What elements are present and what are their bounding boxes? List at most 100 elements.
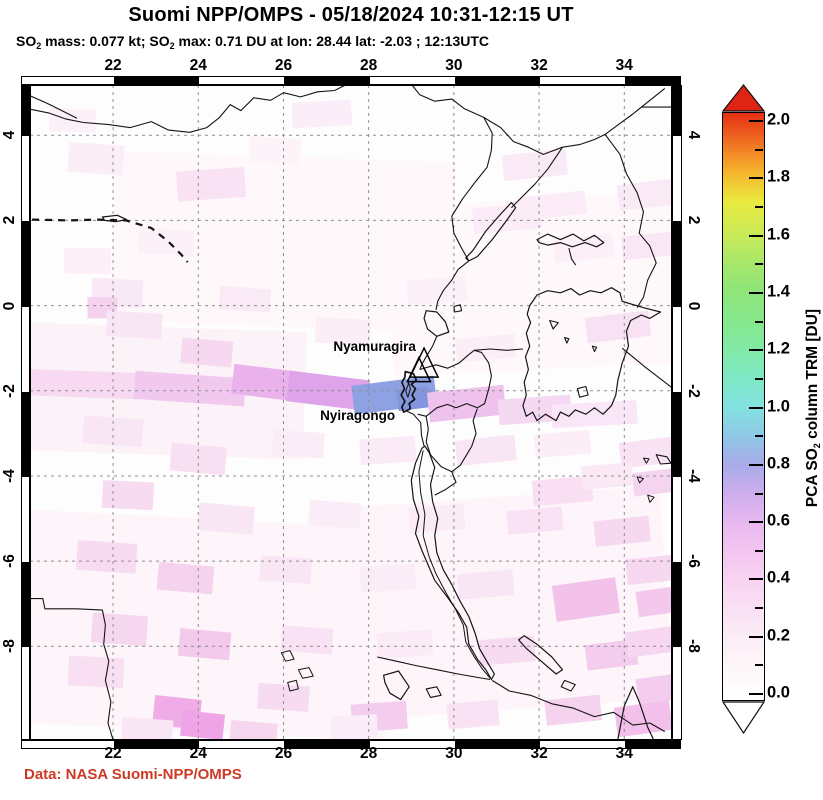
so2-footprint (308, 499, 361, 529)
colorbar-tick (749, 234, 763, 237)
neatline-segment (369, 77, 455, 84)
so2-footprint (359, 563, 417, 593)
geo-outline (101, 214, 128, 223)
colorbar-tick-label: 1.0 (767, 397, 790, 415)
geo-outline (453, 304, 463, 313)
neatline-segment (673, 136, 681, 222)
neatline-segment (114, 741, 200, 748)
lon-tick-label: 34 (615, 57, 633, 74)
colorbar-tick (749, 578, 763, 581)
so2-footprint (156, 561, 215, 595)
colorbar-gradient (722, 112, 765, 701)
colorbar-tick-label: 1.2 (767, 339, 790, 358)
so2-footprint (618, 436, 672, 469)
map-canvas: Nyamuragira Nyiragongo (30, 85, 672, 740)
neatline-segment (22, 647, 29, 739)
so2-footprint (593, 515, 652, 547)
neatline-segment (22, 741, 115, 748)
so2-footprint (137, 227, 195, 257)
colorbar-tick-label: 1.8 (767, 167, 790, 186)
so2-footprint (454, 434, 517, 467)
geo-outline (287, 679, 299, 692)
colorbar-tick (749, 177, 763, 180)
colorbar-tick-label: 1.4 (767, 282, 790, 301)
geo-outline (568, 247, 577, 266)
so2-footprint (551, 577, 621, 622)
geo-outline (418, 450, 491, 679)
so2-footprint (177, 628, 232, 661)
colorbar-tick (749, 463, 763, 466)
lat-tick-label: -8 (685, 639, 702, 654)
so2-footprint (506, 506, 564, 535)
geo-outline (451, 117, 493, 262)
so2-footprint (218, 285, 272, 313)
volcano-triangle-icon (406, 355, 432, 383)
so2-footprint (501, 149, 568, 182)
geo-outline (591, 345, 598, 353)
geo-outline (32, 218, 189, 263)
geo-outline (636, 476, 644, 484)
so2-footprint (248, 136, 302, 165)
colorbar-tick (755, 205, 763, 208)
geo-outline (465, 201, 517, 262)
geo-outline (549, 319, 559, 330)
colorbar-tick (755, 664, 763, 667)
neatline-segment (454, 77, 541, 84)
geo-outline (474, 348, 523, 351)
lat-tick-label: 2 (1, 216, 18, 225)
lat-tick-label: -2 (1, 383, 18, 398)
lat-tick-label: -6 (685, 554, 702, 569)
text-run: PCA SO (804, 448, 821, 508)
colorbar-tick (755, 549, 763, 552)
so2-footprint (406, 275, 468, 307)
geo-outline (576, 385, 589, 398)
geo-outline (621, 347, 672, 389)
lat-tick-label: 4 (1, 130, 18, 140)
geo-outline (417, 349, 492, 417)
so2-footprint (63, 247, 112, 275)
over-arrow-icon (722, 84, 765, 112)
neatline-segment (22, 136, 29, 222)
colorbar-tick (749, 406, 763, 409)
geo-outline (435, 260, 470, 311)
colorbar-tick (755, 263, 763, 266)
text-run: max: 0.71 DU at lon: 28.44 lat: -2.03 ; … (174, 33, 490, 49)
so2-footprint (446, 699, 500, 730)
neatline-segment (369, 741, 455, 748)
neatline-segment (22, 86, 29, 137)
so2-footprint (180, 337, 234, 368)
neatline-segment (673, 562, 681, 648)
geo-outline (411, 85, 606, 155)
colorbar-tick-label: 2.0 (767, 110, 790, 129)
geo-outline (536, 233, 605, 248)
lon-tick-label: 26 (274, 745, 293, 762)
so2-footprint (616, 178, 672, 211)
page-title: Suomi NPP/OMPS - 05/18/2024 10:31-12:15 … (128, 4, 574, 26)
so2-footprint (552, 233, 615, 263)
geo-outline (297, 667, 314, 679)
neatline-segment (673, 221, 681, 307)
colorbar-tick (749, 521, 763, 524)
geo-outline (425, 686, 442, 698)
volcano-label: Nyiragongo (320, 408, 395, 423)
neatline-segment (673, 647, 681, 739)
so2-footprint (180, 710, 226, 740)
map-plot: Nyamuragira Nyiragongo (30, 85, 672, 740)
geo-outline (647, 494, 655, 503)
geo-outline (434, 471, 457, 496)
so2-footprint (408, 503, 466, 534)
geo-outline (30, 598, 114, 740)
neatline-segment (22, 391, 29, 477)
lat-tick-label: -4 (1, 469, 18, 483)
so2-footprint (533, 429, 592, 459)
so2-footprint (359, 435, 417, 466)
so2-footprint (625, 554, 672, 586)
colorbar-tick-label: 0.4 (767, 568, 790, 587)
colorbar-tick (749, 120, 763, 122)
neatline-segment (673, 86, 681, 137)
geo-outline (400, 370, 418, 413)
geo-outline (604, 87, 666, 135)
lon-tick-label: 28 (360, 745, 378, 762)
so2-footprint (531, 475, 594, 507)
neatline-segment (454, 741, 541, 748)
